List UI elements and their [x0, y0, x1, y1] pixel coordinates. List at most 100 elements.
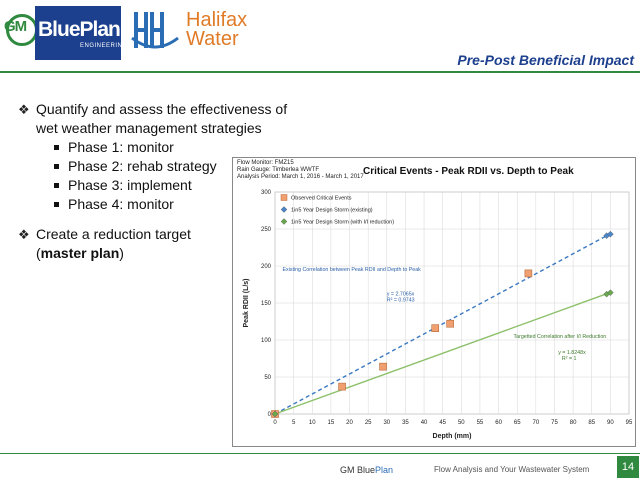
x-tick-label: 5: [292, 420, 296, 426]
sub-bullet-item: Phase 2: rehab strategy: [18, 157, 348, 176]
slide-header: GM BluePlan ENGINEERING Halifax Water Pr…: [0, 0, 640, 72]
sub-bullet-item: Phase 1: monitor: [18, 138, 348, 157]
data-point-square: [446, 319, 454, 328]
data-point-diamond: [271, 410, 279, 418]
sub-bullet-text: Phase 1: monitor: [68, 139, 174, 155]
blueplan-logo-box: [35, 6, 121, 60]
footer-brand: GM BluePlan: [340, 465, 393, 475]
x-tick-label: 65: [514, 420, 521, 426]
trendline-1: [274, 233, 611, 415]
analysis-period-label: Analysis Period: March 1, 2016 - March 1…: [237, 174, 364, 180]
trendline-label: Existing Correlation between Peak RDII a…: [282, 267, 421, 273]
diamond-bullet-icon: ❖: [18, 227, 30, 242]
data-point-square: [338, 382, 346, 391]
bullet-list: ❖ Quantify and assess the effectiveness …: [18, 100, 348, 263]
paren-open: (: [36, 245, 41, 261]
square-bullet-icon: [54, 145, 59, 150]
footer-brand-plan: Plan: [375, 465, 394, 475]
x-tick-label: 15: [328, 420, 335, 426]
x-tick-label: 95: [626, 420, 633, 426]
x-tick-label: 55: [477, 420, 484, 426]
y-tick-label: 50: [264, 375, 271, 381]
x-tick-label: 40: [421, 420, 428, 426]
paren-close: ): [119, 245, 124, 261]
bullet-item: ❖ Create a reduction target (master plan…: [18, 225, 348, 263]
square-bullet-icon: [54, 183, 59, 188]
trendline-equation: y = 2.7065x: [387, 292, 415, 298]
footer-brand-gm: GM Blue: [340, 465, 376, 475]
x-tick-label: 70: [532, 420, 539, 426]
diamond-bullet-icon: ❖: [18, 102, 30, 117]
data-point-diamond: [607, 230, 614, 238]
y-tick-label: 300: [261, 190, 272, 196]
sub-bullet-text: Phase 2: rehab strategy: [68, 158, 217, 174]
sub-bullet-text: Phase 3: implement: [68, 177, 192, 193]
footer-tagline: Flow Analysis and Your Wastewater System: [434, 465, 590, 474]
flow-monitor-label: Flow Monitor: FMZ15: [237, 160, 294, 166]
y-tick-label: 250: [261, 227, 272, 233]
x-tick-label: 90: [607, 420, 614, 426]
legend-entry: 1in5 Year Design Storm (with I/I reducti…: [291, 220, 394, 226]
data-point-square: [524, 269, 533, 278]
blueplan-logo-text: BluePlan: [38, 18, 121, 41]
chart-metadata: Flow Monitor: FMZ15 Rain Gauge: Timberle…: [237, 160, 364, 181]
legend-marker-diamond: [280, 206, 288, 213]
water-word: Water: [186, 28, 239, 50]
x-tick-label: 25: [365, 420, 372, 426]
x-axis-label: Depth (mm): [433, 433, 472, 440]
bullet-text-line: Quantify and assess the effectiveness of: [36, 101, 288, 117]
halifax-water-logo-icon: [131, 12, 179, 49]
master-plan-text: master plan: [40, 245, 120, 261]
square-bullet-icon: [54, 164, 59, 169]
y-tick-label: 200: [261, 264, 272, 270]
x-tick-label: 75: [551, 420, 558, 426]
gm-blueplan-logo: GM BluePlan ENGINEERING: [2, 4, 127, 60]
page-number: 14: [617, 456, 639, 478]
x-tick-label: 20: [346, 420, 353, 426]
y-tick-label: 150: [261, 301, 272, 307]
chart-panel: 0 5 10 15 20 25 30 35 40 45 50 55 60 65 70 75 80 85 90 95 0 5…: [232, 157, 636, 447]
legend-entry: Observed Critical Events: [291, 196, 352, 202]
trendline-r2: R² = 0.9743: [387, 298, 415, 304]
bullet-text-line: Create a reduction target: [36, 226, 191, 242]
halifax-water-logo-text: Halifax Water: [186, 9, 248, 50]
bullet-text-line: (master plan): [36, 244, 348, 263]
x-tick-label: 35: [402, 420, 409, 426]
trendline-label: Targetted Correlation after I/I Reductio…: [513, 334, 606, 340]
x-tick-label: 10: [309, 420, 316, 426]
y-tick-label: 0: [268, 412, 272, 418]
x-tick-label: 30: [383, 420, 390, 426]
legend-marker-diamond: [280, 218, 288, 225]
bullet-item: ❖ Quantify and assess the effectiveness …: [18, 100, 348, 138]
title-divider: [0, 71, 640, 73]
data-point-diamond: [607, 289, 614, 296]
footer-divider: [0, 453, 640, 454]
halifax-word: Halifax: [186, 9, 248, 31]
x-tick-label: 0: [273, 420, 277, 426]
y-tick-label: 100: [261, 338, 272, 344]
rain-gauge-label: Rain Gauge: Timberlea WWTF: [237, 167, 320, 173]
x-tick-label: 85: [588, 420, 595, 426]
data-point-square: [431, 324, 440, 332]
bullet-text-line: wet weather management strategies: [36, 120, 262, 136]
trendline-2: [274, 291, 611, 415]
sub-bullet-item: Phase 4: monitor: [18, 195, 348, 214]
legend-marker-square: [280, 194, 288, 201]
trendline-equation: y = 1.8248x: [558, 350, 586, 356]
page-title: Pre-Post Beneficial Impact: [457, 52, 634, 68]
x-tick-label: 50: [458, 420, 465, 426]
x-tick-label: 45: [439, 420, 446, 426]
legend-entry: 1in5 Year Design Storm (existing): [291, 208, 373, 214]
x-tick-label: 80: [570, 420, 577, 426]
gm-logo-text: GM: [4, 18, 27, 35]
trendline-r2: R² = 1: [562, 356, 577, 362]
square-bullet-icon: [54, 202, 59, 207]
scatter-chart: 0 5 10 15 20 25 30 35 40 45 50 55 60 65 70 75 80 85 90 95 0 5…: [243, 190, 633, 440]
data-point-square: [379, 362, 387, 371]
engineering-logo-text: ENGINEERING: [80, 43, 128, 49]
sub-bullet-text: Phase 4: monitor: [68, 196, 174, 212]
chart-title: Critical Events - Peak RDII vs. Depth to…: [363, 166, 574, 177]
y-axis-label: Peak RDII (L/s): [243, 278, 250, 327]
sub-bullet-item: Phase 3: implement: [18, 176, 348, 195]
x-tick-label: 60: [495, 420, 502, 426]
